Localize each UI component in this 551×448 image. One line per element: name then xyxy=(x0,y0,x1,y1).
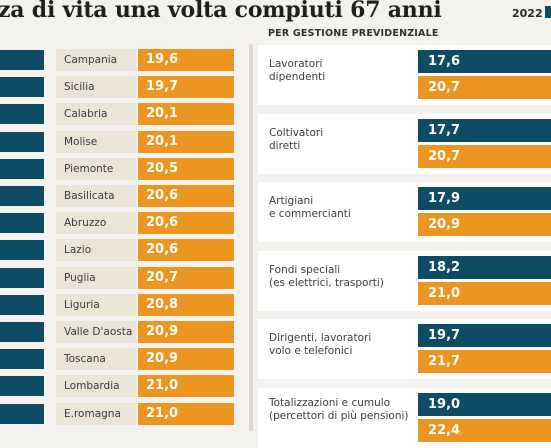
region-row: Puglia 20,7 xyxy=(0,266,250,290)
region-bar-2022 xyxy=(0,186,44,206)
region-bar-2022 xyxy=(0,349,44,369)
region-name: Lombardia xyxy=(56,375,136,397)
region-row: Campania 19,6 xyxy=(0,48,250,72)
region-bar-2022 xyxy=(0,104,44,124)
legend-year-label: 2022 xyxy=(512,7,543,20)
region-value: 20,1 xyxy=(138,131,234,153)
region-name: Calabria xyxy=(56,103,136,125)
region-row: E.romagna 21,0 xyxy=(0,402,250,426)
gestione-bar-2022: 17,7 xyxy=(418,119,551,142)
region-value: 20,1 xyxy=(138,103,234,125)
gestione-label-line: Dirigenti, lavoratori xyxy=(269,332,372,344)
region-bar-2022 xyxy=(0,77,44,97)
region-row: Molise 20,1 xyxy=(0,130,250,154)
gestione-label-line: Totalizzazioni e cumulo xyxy=(269,397,391,409)
region-value: 20,9 xyxy=(138,321,234,343)
gestione-row: Fondi speciali (es elettrici, trasporti) 1… xyxy=(258,251,551,311)
region-row: Calabria 20,1 xyxy=(0,102,250,126)
gestione-bar-projection: 20,9 xyxy=(418,213,551,236)
gestione-label-line: Lavoratori xyxy=(269,58,323,70)
gestione-bar-2022: 18,2 xyxy=(418,256,551,279)
region-name: Liguria xyxy=(56,294,136,316)
gestione-label-line: (percettori di più pensioni) xyxy=(269,410,409,422)
gestione-label: Fondi speciali (es elettrici, trasporti) xyxy=(269,264,419,290)
gestione-bar-2022: 19,7 xyxy=(418,324,551,347)
region-row: Abruzzo 20,6 xyxy=(0,211,250,235)
region-value: 21,0 xyxy=(138,375,234,397)
region-bar-2022 xyxy=(0,268,44,288)
region-value: 20,6 xyxy=(138,185,234,207)
gestione-label: Dirigenti, lavoratori volo e telefonici xyxy=(269,332,419,358)
region-bar-2022 xyxy=(0,50,44,70)
region-row: Liguria 20,8 xyxy=(0,293,250,317)
region-name: Valle D'aosta xyxy=(56,321,136,343)
gestione-label-line: dipendenti xyxy=(269,71,326,83)
region-bar-2022 xyxy=(0,132,44,152)
region-row: Sicilia 19,7 xyxy=(0,75,250,99)
region-value: 20,8 xyxy=(138,294,234,316)
gestione-label-line: Fondi speciali xyxy=(269,264,341,276)
region-value: 21,0 xyxy=(138,403,234,425)
gestione-row: Artigiani e commercianti 17,9 20,9 xyxy=(258,182,551,242)
region-row: Lazio 20,6 xyxy=(0,238,250,262)
region-row: Toscana 20,9 xyxy=(0,347,250,371)
region-bar-2022 xyxy=(0,295,44,315)
gestione-bar-projection: 20,7 xyxy=(418,145,551,168)
chart-title: za di vita una volta compiuti 67 anni xyxy=(0,0,442,23)
region-name: Puglia xyxy=(56,267,136,289)
gestione-row: Dirigenti, lavoratori volo e telefonici 19… xyxy=(258,319,551,379)
gestione-label: Totalizzazioni e cumulo (percettori di pi… xyxy=(269,397,419,423)
region-bar-2022 xyxy=(0,240,44,260)
legend-swatch-2022 xyxy=(545,6,551,18)
gestione-label: Lavoratori dipendenti xyxy=(269,58,419,84)
gestione-bar-projection: 20,7 xyxy=(418,76,551,99)
region-bar-2022 xyxy=(0,376,44,396)
region-name: Sicilia xyxy=(56,76,136,98)
region-name: Campania xyxy=(56,49,136,71)
gestione-bar-2022: 19,0 xyxy=(418,393,551,416)
gestione-label-line: diretti xyxy=(269,140,301,152)
region-value: 19,7 xyxy=(138,76,234,98)
region-name: Lazio xyxy=(56,239,136,261)
region-bar-2022 xyxy=(0,213,44,233)
gestione-bar-2022: 17,9 xyxy=(418,187,551,210)
gestione-label: Artigiani e commercianti xyxy=(269,195,419,221)
gestione-heading: PER GESTIONE PREVIDENZIALE xyxy=(268,28,439,39)
region-value: 20,6 xyxy=(138,212,234,234)
gestione-bar-projection: 21,7 xyxy=(418,350,551,373)
region-row: Lombardia 21,0 xyxy=(0,374,250,398)
region-name: Molise xyxy=(56,131,136,153)
region-row: Basilicata 20,6 xyxy=(0,184,250,208)
gestione-bar-projection: 21,0 xyxy=(418,282,551,305)
gestione-label-line: (es elettrici, trasporti) xyxy=(269,277,384,289)
column-divider xyxy=(249,44,253,431)
region-name: Toscana xyxy=(56,348,136,370)
region-value: 19,6 xyxy=(138,49,234,71)
region-row: Valle D'aosta 20,9 xyxy=(0,320,250,344)
region-name: Basilicata xyxy=(56,185,136,207)
gestione-label-line: Coltivatori xyxy=(269,127,324,139)
gestione-row: Totalizzazioni e cumulo (percettori di pi… xyxy=(258,388,551,448)
gestione-row: Lavoratori dipendenti 17,6 20,7 xyxy=(258,45,551,105)
gestione-label-line: volo e telefonici xyxy=(269,345,353,357)
region-name: E.romagna xyxy=(56,403,136,425)
gestione-label-line: Artigiani xyxy=(269,195,314,207)
gestione-label: Coltivatori diretti xyxy=(269,127,419,153)
region-name: Abruzzo xyxy=(56,212,136,234)
gestione-label-line: e commercianti xyxy=(269,208,351,220)
gestione-bar-2022: 17,6 xyxy=(418,50,551,73)
region-bar-2022 xyxy=(0,404,44,424)
region-bar-2022 xyxy=(0,322,44,342)
region-row: Piemonte 20,5 xyxy=(0,157,250,181)
region-value: 20,7 xyxy=(138,267,234,289)
region-value: 20,9 xyxy=(138,348,234,370)
region-bar-2022 xyxy=(0,159,44,179)
region-name: Piemonte xyxy=(56,158,136,180)
region-value: 20,6 xyxy=(138,239,234,261)
region-value: 20,5 xyxy=(138,158,234,180)
gestione-row: Coltivatori diretti 17,7 20,7 xyxy=(258,114,551,174)
